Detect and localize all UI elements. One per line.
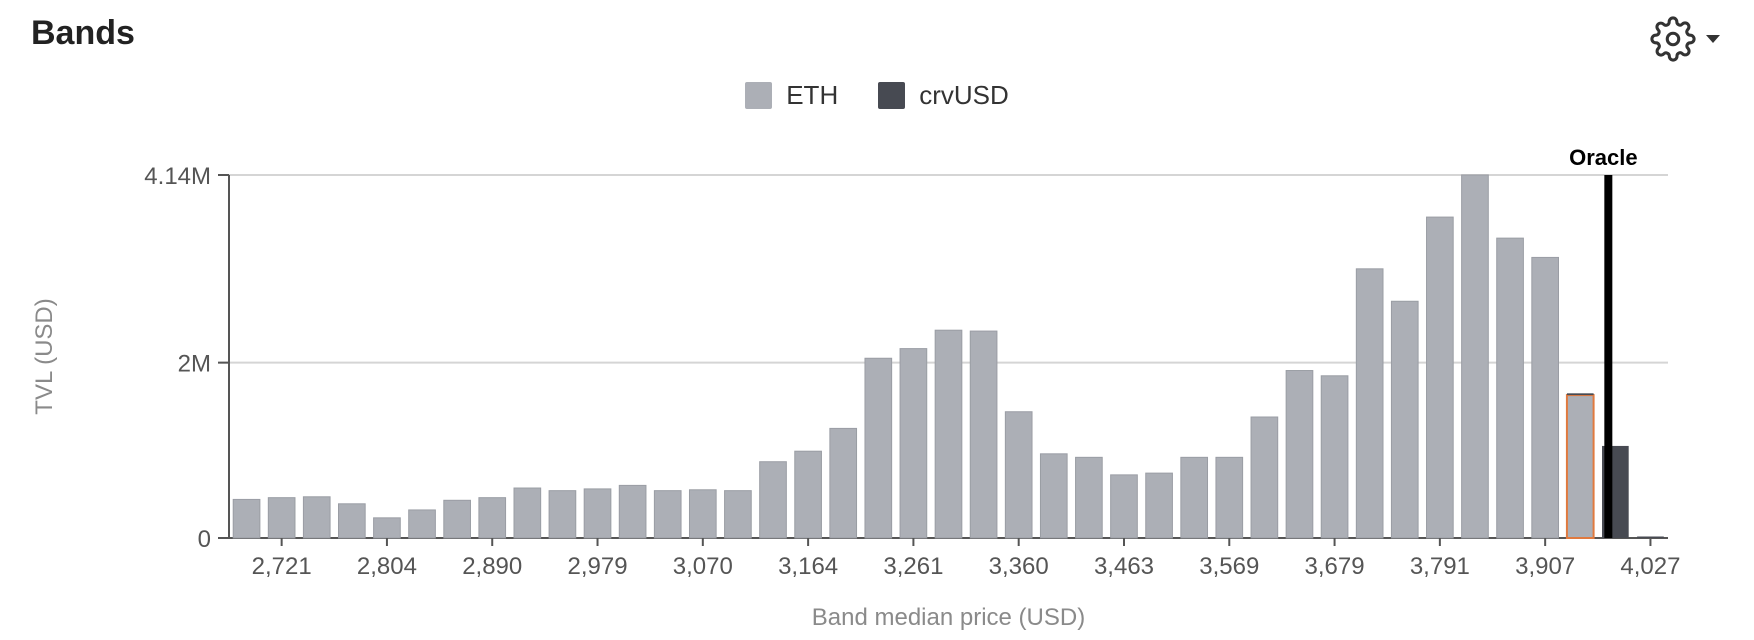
bar-eth	[724, 490, 752, 539]
bar-eth	[1110, 474, 1138, 539]
bar-eth	[794, 450, 822, 539]
bar-eth	[267, 497, 296, 539]
bar-eth	[232, 498, 261, 539]
legend-item-eth[interactable]: ETH	[745, 80, 838, 111]
caret-down-icon	[1704, 33, 1722, 45]
x-tick-label: 3,463	[1094, 553, 1154, 580]
bar-eth	[338, 503, 366, 539]
bar-eth	[864, 357, 893, 539]
bar-crvusd	[1566, 393, 1594, 396]
y-axis-label: TVL (USD)	[31, 298, 58, 414]
bar-eth	[1039, 453, 1068, 539]
bar-eth-highlighted	[1565, 394, 1595, 539]
x-tick-label: 3,569	[1199, 553, 1259, 580]
bar-eth	[548, 490, 577, 539]
legend-label-crvusd: crvUSD	[919, 80, 1009, 110]
bar-eth	[1180, 456, 1209, 539]
bar-eth	[688, 489, 717, 539]
x-tick-label: 3,070	[673, 553, 733, 580]
bar-eth	[1250, 416, 1279, 539]
x-tick-label: 3,360	[989, 553, 1049, 580]
bar-eth	[1145, 472, 1173, 539]
x-tick-label: 2,804	[357, 553, 417, 580]
bar-eth	[899, 348, 928, 539]
legend-label-eth: ETH	[786, 80, 839, 110]
bar-eth	[478, 497, 507, 539]
y-tick-label: 4.14M	[144, 163, 211, 190]
x-tick-label: 3,679	[1305, 553, 1365, 580]
bar-eth	[408, 509, 436, 539]
x-tick-label: 3,261	[883, 553, 943, 580]
legend-swatch-crvusd	[878, 82, 906, 109]
bar-eth	[1355, 268, 1384, 539]
bar-eth	[1496, 237, 1524, 539]
bar-eth	[1004, 411, 1033, 539]
bar-eth	[1215, 456, 1244, 539]
x-tick-label: 2,890	[462, 553, 522, 580]
x-tick-label: 2,721	[252, 553, 312, 580]
bar-eth	[1285, 370, 1314, 539]
x-tick-label: 3,907	[1515, 553, 1575, 580]
bar-crvusd	[1637, 536, 1664, 538]
bar-eth	[1426, 216, 1454, 539]
bar-eth	[653, 490, 682, 539]
bar-eth	[1320, 375, 1349, 539]
bar-eth	[583, 488, 612, 539]
bar-eth	[618, 484, 647, 539]
x-tick-label: 2,979	[567, 553, 627, 580]
bar-eth	[1075, 456, 1103, 539]
bar-eth	[443, 499, 471, 539]
bar-eth	[1390, 300, 1419, 539]
x-tick-label: 3,164	[778, 553, 838, 580]
bar-eth	[1531, 256, 1559, 539]
bar-eth	[1461, 174, 1489, 539]
gear-icon	[1650, 16, 1696, 62]
oracle-label: Oracle	[1569, 145, 1638, 170]
bar-eth	[373, 517, 401, 539]
legend-swatch-eth	[745, 82, 773, 109]
bar-eth	[759, 461, 787, 539]
chart-legend: ETH crvUSD	[0, 80, 1754, 111]
page-title: Bands	[31, 14, 135, 52]
x-tick-label: 3,791	[1410, 553, 1470, 580]
y-tick-label: 0	[198, 526, 211, 553]
legend-item-crvusd[interactable]: crvUSD	[878, 80, 1009, 111]
x-axis-label: Band median price (USD)	[812, 604, 1085, 631]
y-tick-label: 2M	[178, 351, 211, 378]
bar-eth	[302, 496, 331, 539]
bar-eth	[513, 487, 542, 539]
settings-button[interactable]	[1650, 14, 1740, 64]
bar-eth	[934, 329, 963, 539]
bar-eth	[829, 427, 858, 539]
x-tick-label: 4,027	[1620, 553, 1680, 580]
bar-eth	[969, 330, 998, 539]
